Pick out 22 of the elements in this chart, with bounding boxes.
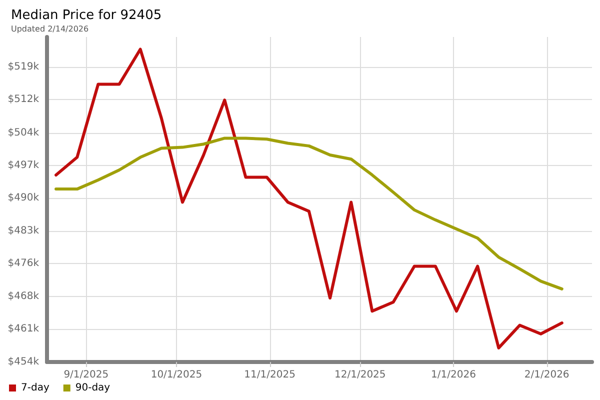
y-tick-label: $490k <box>8 192 40 204</box>
x-tick-label: 9/1/2025 <box>64 370 109 380</box>
y-tick-label: $454k <box>8 356 40 368</box>
y-tick-label: $519k <box>8 61 40 72</box>
y-tick-label: $504k <box>8 128 40 139</box>
y-tick-label: $483k <box>8 225 40 236</box>
chart-subtitle: Updated 2/14/2026 <box>11 24 89 34</box>
y-tick-label: $497k <box>8 160 40 171</box>
chart-title: Median Price for 92405 <box>11 8 162 23</box>
line-series <box>54 136 564 290</box>
x-tick-label: 12/1/2025 <box>334 370 386 380</box>
y-tick-label: $468k <box>8 290 40 302</box>
y-tick-label: $476k <box>8 258 40 270</box>
y-tick-label: $512k <box>8 94 40 106</box>
y-tick-label: $461k <box>8 324 40 335</box>
x-tick-label: 1/1/2026 <box>431 370 476 380</box>
x-tick-label: 11/1/2025 <box>244 370 296 380</box>
x-tick-label: 10/1/2025 <box>150 370 202 380</box>
legend-label: 7-day <box>21 382 50 394</box>
legend-label: 90-day <box>75 382 110 394</box>
line-series <box>54 48 564 350</box>
x-tick-label: 2/1/2026 <box>524 370 570 380</box>
